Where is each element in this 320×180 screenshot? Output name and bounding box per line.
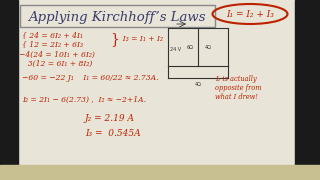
Text: J₂ = 2.19 A: J₂ = 2.19 A: [85, 114, 135, 123]
Text: 24 V: 24 V: [170, 46, 181, 51]
Bar: [20, 5, 215, 27]
Text: }: }: [110, 32, 119, 46]
Text: Applying Kirchhoff’s Laws: Applying Kirchhoff’s Laws: [28, 10, 206, 24]
Text: I₂ is actually
opposite from
what I drew!: I₂ is actually opposite from what I drew…: [215, 75, 261, 101]
Text: I₃ =  0.545A: I₃ = 0.545A: [85, 129, 140, 138]
Text: 3(12 = 6I₁ + 8I₂): 3(12 = 6I₁ + 8I₂): [23, 60, 92, 68]
Text: 4Ω: 4Ω: [204, 44, 212, 50]
Text: I₁ = I₂ + I₃: I₁ = I₂ + I₃: [226, 10, 274, 19]
Bar: [0, 0, 18, 180]
Bar: [0, 165, 320, 180]
Text: I₃ = I₁ + I₂: I₃ = I₁ + I₂: [118, 35, 163, 43]
Text: −4(24 = 10I₁ + 6I₂): −4(24 = 10I₁ + 6I₂): [19, 51, 95, 59]
Text: −60 = −22 J₁    I₁ = 60/22 ≈ 2.73A.: −60 = −22 J₁ I₁ = 60/22 ≈ 2.73A.: [22, 74, 158, 82]
Bar: [295, 0, 320, 180]
Text: { 24 = 6I₂ + 4I₁: { 24 = 6I₂ + 4I₁: [22, 31, 83, 39]
Text: { 12 = 2I₂ + 6I₃: { 12 = 2I₂ + 6I₃: [22, 40, 83, 48]
Text: 4Ω: 4Ω: [195, 82, 201, 87]
Text: I₂ = 2I₁ − 6(2.73) ,  I₂ ≈ −2+1A.: I₂ = 2I₁ − 6(2.73) , I₂ ≈ −2+1A.: [22, 96, 146, 104]
Text: 6Ω: 6Ω: [187, 44, 193, 50]
